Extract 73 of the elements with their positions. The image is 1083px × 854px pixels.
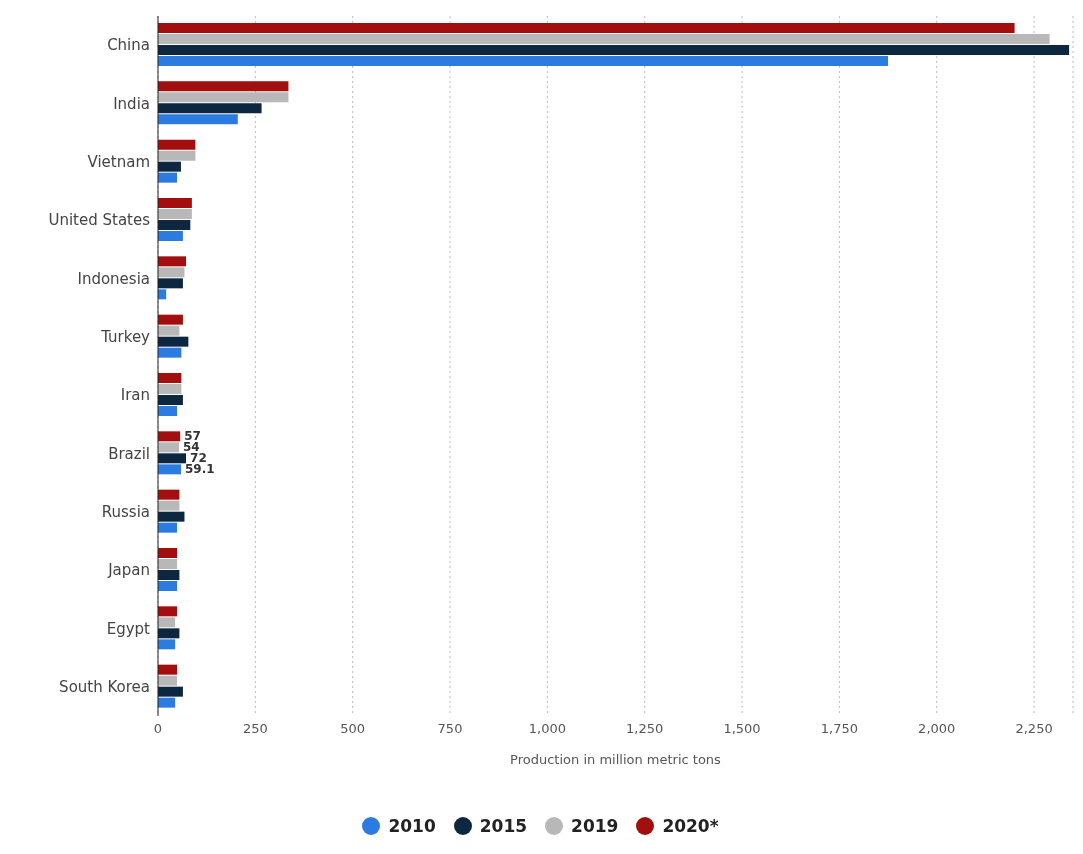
y-tick-label: Turkey — [100, 328, 151, 347]
x-tick-label: 750 — [437, 721, 463, 737]
bar — [158, 256, 187, 267]
bar — [158, 150, 196, 161]
bar — [158, 81, 289, 92]
y-tick-label: Indonesia — [77, 269, 150, 288]
y-tick-label: Brazil — [108, 444, 150, 463]
bar — [158, 559, 178, 569]
bar — [158, 664, 178, 675]
bar — [158, 686, 183, 697]
bar — [158, 325, 180, 336]
bar — [158, 606, 178, 617]
legend-label: 2020* — [661, 816, 719, 836]
y-tick-label: Russia — [101, 503, 150, 522]
legend-label: 2015 — [478, 816, 528, 836]
bar — [158, 114, 238, 125]
data-label: 59.1 — [185, 462, 215, 477]
bar — [158, 464, 182, 475]
bar — [158, 198, 192, 208]
bar — [158, 406, 178, 416]
bar — [158, 511, 185, 522]
bar — [158, 172, 178, 183]
y-tick-label: Vietnam — [87, 153, 150, 172]
bar — [158, 139, 196, 150]
bar — [158, 336, 189, 347]
x-tick-label: 0 — [153, 721, 163, 737]
bar — [158, 489, 180, 500]
bar — [158, 431, 181, 442]
y-tick-label: India — [113, 94, 150, 113]
bar — [158, 220, 191, 230]
y-tick-label: South Korea — [59, 678, 150, 697]
bar — [158, 45, 1070, 55]
x-tick-label: 1,750 — [820, 721, 858, 737]
bar — [158, 231, 183, 241]
bar — [158, 617, 176, 628]
x-tick-label: 1,500 — [723, 721, 761, 737]
bar — [158, 56, 889, 66]
bar — [158, 581, 178, 591]
x-tick-label: 250 — [242, 721, 268, 737]
x-tick-label: 1,000 — [528, 721, 566, 737]
y-tick-label: United States — [48, 211, 151, 230]
y-tick-label: Egypt — [106, 619, 151, 638]
y-tick-label: China — [107, 36, 150, 55]
bar — [158, 442, 180, 453]
bar — [158, 278, 183, 289]
bar — [158, 23, 1015, 33]
bar — [158, 453, 187, 464]
bar — [158, 639, 176, 650]
bar — [158, 384, 182, 394]
bar — [158, 570, 180, 580]
bar — [158, 103, 262, 114]
x-tick-label: 1,250 — [626, 721, 664, 737]
bar — [158, 373, 182, 383]
bar — [158, 675, 178, 686]
bar — [158, 347, 182, 358]
x-tick-label: 2,000 — [918, 721, 956, 737]
x-tick-label: 500 — [340, 721, 366, 737]
y-tick-label: Japan — [107, 561, 150, 580]
bar — [158, 697, 176, 708]
bar — [158, 267, 185, 278]
bar — [158, 161, 181, 172]
bar — [158, 548, 178, 558]
y-tick-label: Iran — [120, 386, 150, 405]
bar — [158, 500, 180, 511]
legend-label: 2019 — [570, 816, 619, 836]
legend-label: 2010 — [387, 816, 436, 836]
bar — [158, 395, 183, 405]
x-tick-label: 2,250 — [1015, 721, 1053, 737]
bar — [158, 314, 183, 325]
x-axis-title: Production in million metric tons — [510, 752, 722, 767]
bar — [158, 628, 180, 639]
bar — [158, 522, 178, 533]
bar — [158, 209, 192, 219]
